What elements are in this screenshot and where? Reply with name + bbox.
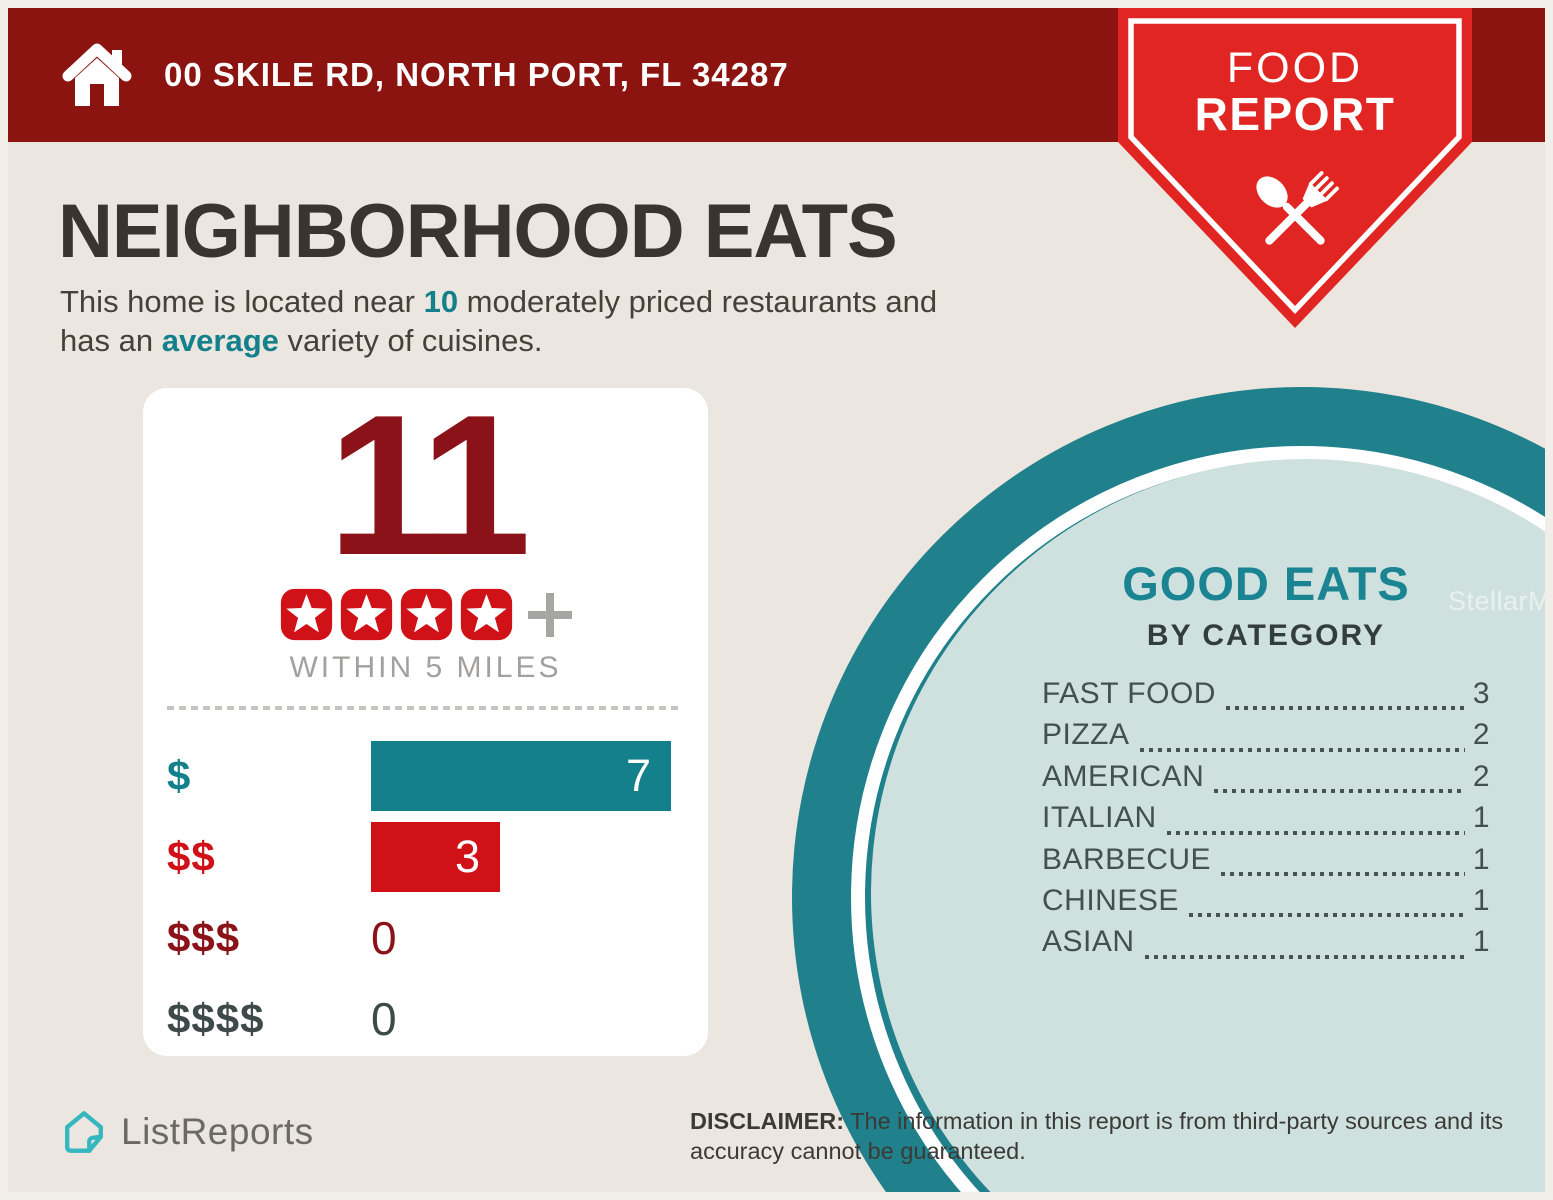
category-row: BARBECUE 1 [1042,843,1490,884]
category-label: FAST FOOD [1042,677,1216,710]
chart-row-dollar4: $$$$ 0 [143,984,708,1054]
category-value: 3 [1472,677,1490,710]
ribbon-inner-outline [1128,18,1462,314]
dotted-leader [1188,913,1465,918]
dotted-leader [1139,747,1465,752]
price-bar: 7 [371,741,671,811]
star-icon [340,588,392,641]
restaurant-count-highlight: 10 [423,284,459,319]
home-icon [62,43,132,106]
good-eats-panel: GOOD EATS BY CATEGORY FAST FOOD 3 PIZZA 2 … [1042,556,1490,967]
chart-row-dollar3: $$$ 0 [143,903,708,973]
price-tier-label: $$$ [167,914,241,961]
price-tier-label: $$ [167,833,216,880]
bar-value-label: 3 [454,831,480,882]
category-row: ITALIAN 1 [1042,801,1490,842]
variety-highlight: average [161,323,279,358]
price-tier-label: $ [167,752,192,799]
dotted-leader [1166,830,1465,835]
price-tier-label: $$$$ [167,995,265,1042]
category-label: ASIAN [1042,925,1135,959]
plus-icon [527,592,572,637]
chart-row-dollar: $ 7 [143,741,708,811]
bar-track: 3 [371,822,708,892]
category-row: PIZZA 2 [1042,718,1490,759]
category-row: ASIAN 1 [1042,925,1490,966]
restaurant-count: 11 [327,374,531,597]
bar-value-label: 7 [625,750,651,801]
listreports-brand: ListReports [60,1108,314,1156]
subtitle-suffix: variety of cuisines. [278,323,543,358]
category-value: 1 [1472,842,1490,876]
ribbon-line1: FOOD [1227,44,1363,92]
restaurant-summary-card: 11 WITHIN 5 MILES $ 7 $$ 3 $$$ [143,374,708,1056]
category-label: CHINESE [1042,883,1179,917]
category-row: FAST FOOD 3 [1042,677,1490,718]
page-subtitle: This home is located near 10 moderately … [60,282,995,360]
category-row: CHINESE 1 [1042,884,1490,925]
good-eats-subtitle: BY CATEGORY [1146,619,1386,652]
category-row: AMERICAN 2 [1042,760,1490,801]
dotted-leader [1221,871,1465,876]
dotted-leader [1225,706,1465,711]
food-report-ribbon: FOOD REPORT [1118,8,1472,328]
category-value: 1 [1472,883,1490,917]
bar-track: 7 [371,741,708,811]
zero-value-label: 0 [371,912,397,964]
star-icon [280,588,332,641]
property-address: 00 SKILE RD, NORTH PORT, FL 34287 [164,56,789,93]
dotted-leader [1144,954,1465,959]
disclaimer-body: The information in this report is from t… [690,1108,1504,1164]
bar-track: 0 [371,903,708,973]
page-title: NEIGHBORHOOD EATS [58,189,898,274]
crossed-spoon-fork-icon [1256,171,1340,245]
category-value: 2 [1472,759,1490,793]
star-icon [460,588,512,641]
stellar-mls-watermark: StellarMLS [1448,586,1553,616]
rating-row [143,588,708,641]
category-label: PIZZA [1042,718,1130,752]
category-label: AMERICAN [1042,759,1205,793]
ribbon-line2: REPORT [1195,88,1396,140]
dashed-divider [167,706,679,710]
ribbon-shape [1118,8,1472,328]
subtitle-prefix: This home is located near [60,284,424,319]
listreports-logo-text: ListReports [121,1111,314,1152]
bar-track: 0 [371,984,708,1054]
disclaimer-text: DISCLAIMER: The information in this repo… [690,1106,1553,1166]
category-label: ITALIAN [1042,801,1157,835]
dotted-leader [1214,789,1465,794]
radius-label: WITHIN 5 MILES [289,651,562,684]
category-value: 1 [1472,801,1490,835]
subtitle-mid: moderately priced restaurants and has an [60,284,938,358]
circle-inner-fill [871,459,1553,1200]
zero-value-label: 0 [371,993,397,1045]
category-value: 2 [1472,718,1490,752]
price-tier-bar-chart: $ 7 $$ 3 $$$ 0 $$$$ 0 [143,741,708,1054]
price-bar: 3 [371,822,500,892]
disclaimer-label: DISCLAIMER: [690,1108,845,1134]
listreports-logo-icon [65,1111,103,1153]
good-eats-title: GOOD EATS [1122,557,1410,610]
rating-stars [280,588,513,641]
star-icon [400,588,452,641]
category-label: BARBECUE [1042,842,1212,876]
circle-white-ring [851,446,1553,1200]
good-eats-category-list: FAST FOOD 3 PIZZA 2 AMERICAN 2 ITALIAN 1 BAR… [1042,677,1490,967]
chart-row-dollar2: $$ 3 [143,822,708,892]
category-value: 1 [1472,925,1490,959]
